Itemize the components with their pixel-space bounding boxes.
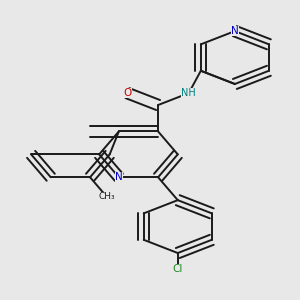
Text: O: O [123,88,132,98]
Text: CH₃: CH₃ [98,192,115,201]
Text: N: N [231,26,239,36]
Text: N: N [115,172,123,182]
Text: NH: NH [182,88,196,98]
Text: Cl: Cl [172,264,183,274]
